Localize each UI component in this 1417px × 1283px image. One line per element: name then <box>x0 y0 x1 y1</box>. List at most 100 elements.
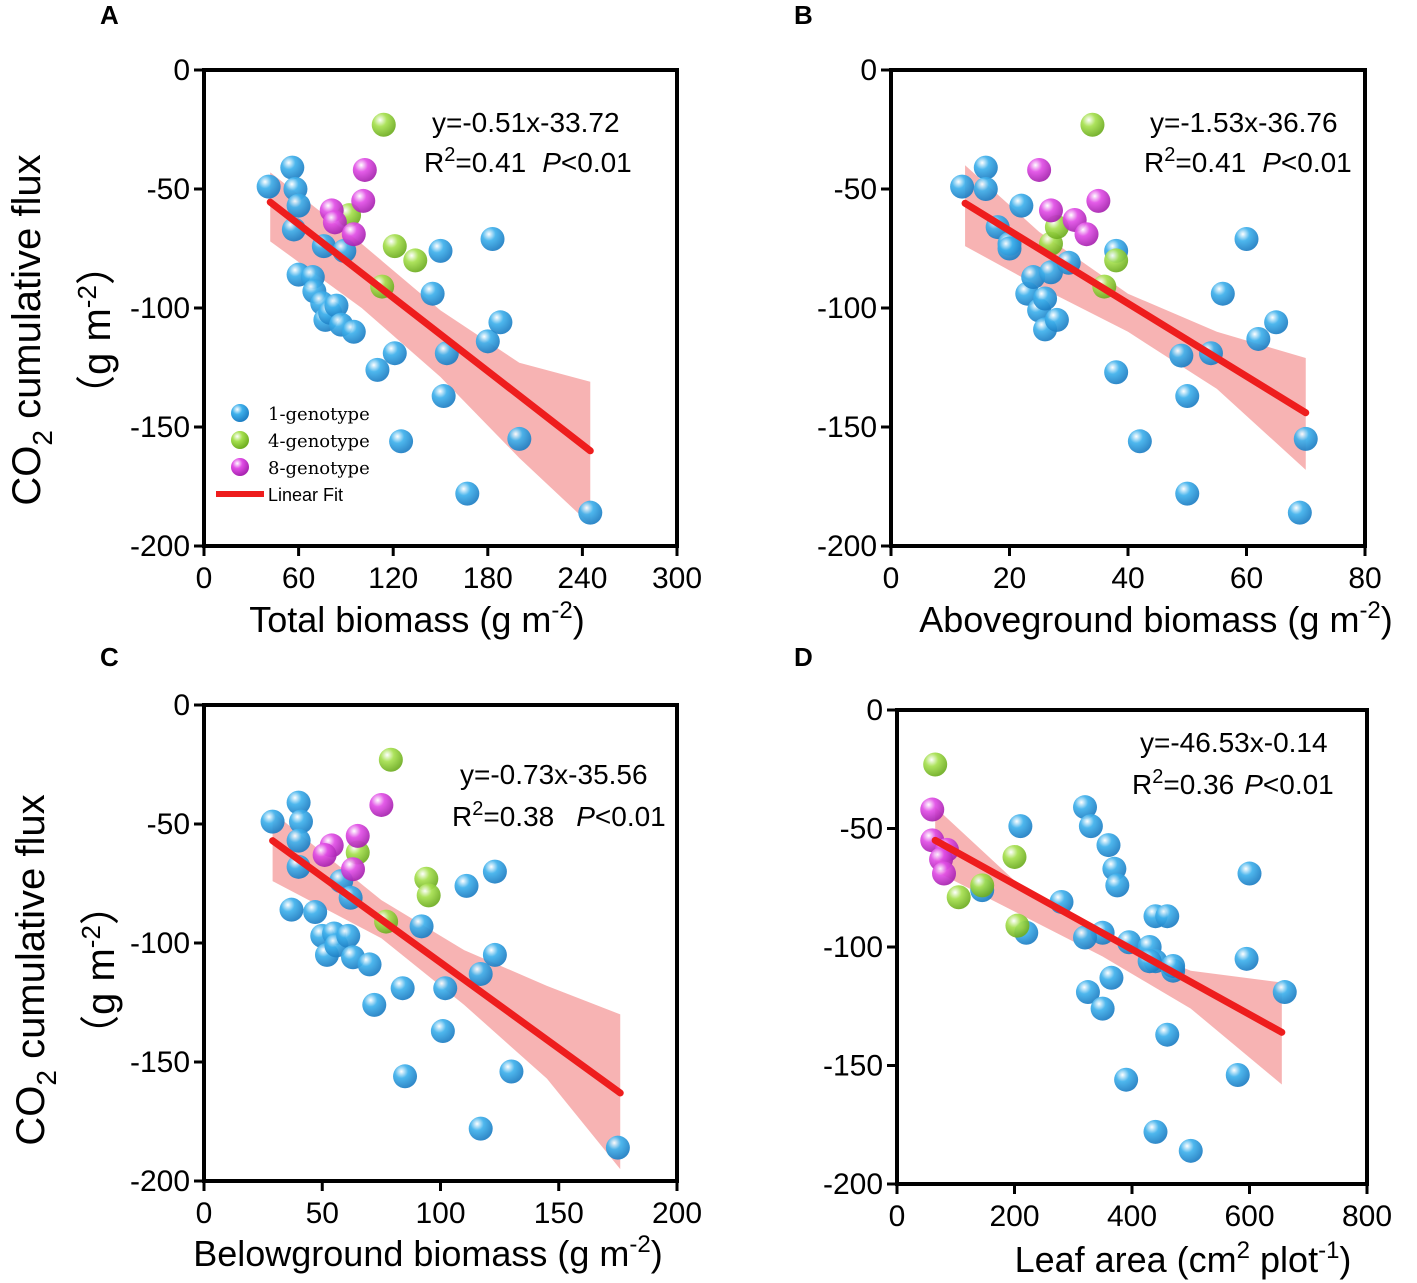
data-point <box>1008 814 1033 839</box>
data-point <box>428 238 453 263</box>
data-point <box>341 319 366 344</box>
data-point <box>454 873 479 898</box>
x-axis-label-end: ) <box>573 599 585 640</box>
axes: 0 50 100 150 200 0 -50 -100 -150 -200 <box>130 689 702 1230</box>
r2-sup: 2 <box>472 798 483 820</box>
series-4-genotype <box>923 752 1030 938</box>
data-point <box>1287 500 1312 525</box>
data-point <box>480 226 505 251</box>
data-point <box>286 193 311 218</box>
data-point <box>324 293 349 318</box>
series-8-genotype <box>312 792 394 882</box>
data-point <box>365 357 390 382</box>
r2-sup: 2 <box>1164 144 1175 166</box>
data-point <box>336 923 361 948</box>
data-point <box>390 976 415 1001</box>
data-point <box>973 155 998 180</box>
data-point <box>1210 281 1235 306</box>
x-axis-label-main: Total biomass (g m <box>249 599 551 640</box>
x-axis-label-main: Leaf area (cm <box>1015 1239 1237 1280</box>
y-tick-label: 0 <box>860 54 877 87</box>
y-axis-label-line2: （g m-2） <box>72 245 119 415</box>
y-tick-label: -150 <box>130 411 190 444</box>
p-italic: P <box>576 801 595 832</box>
data-point <box>1143 1119 1168 1144</box>
data-point <box>970 873 995 898</box>
p-value: <0.01 <box>1263 769 1334 800</box>
data-point <box>468 961 493 986</box>
legend-label-fit: Linear Fit <box>268 485 343 505</box>
x-tick-label: 0 <box>889 1200 906 1233</box>
r2-prefix: R <box>424 147 444 178</box>
y-label-unit-sup: -2 <box>76 925 106 948</box>
equation-label: y=-0.73x-35.56 <box>460 759 648 790</box>
p-italic: P <box>1244 769 1263 800</box>
data-point <box>578 500 603 525</box>
legend-marker-4-genotype <box>231 431 249 449</box>
stats-label: R2=0.41 P<0.01 <box>1144 144 1352 178</box>
data-point <box>1090 996 1115 1021</box>
data-point <box>468 1116 493 1141</box>
data-point <box>382 234 407 259</box>
panel-letter: C <box>100 642 119 672</box>
data-point <box>369 792 394 817</box>
y-tick-label: -100 <box>823 931 883 964</box>
data-point <box>371 112 396 137</box>
data-point <box>431 384 456 409</box>
x-axis-label-sup: 2 <box>1237 1237 1250 1264</box>
panel-b: B 0 20 40 60 80 0 -50 -100 -150 -200 Aboveground … <box>794 0 1393 640</box>
r2-sup: 2 <box>1152 766 1163 788</box>
axes: 0 200 400 600 800 0 -50 -100 -150 -200 <box>823 694 1392 1233</box>
data-point <box>312 842 337 867</box>
data-point <box>1175 384 1200 409</box>
x-tick-label: 800 <box>1342 1200 1392 1233</box>
y-tick-label: -200 <box>130 530 190 563</box>
x-tick-label: 0 <box>196 1197 213 1230</box>
r2-prefix: R <box>452 801 472 832</box>
x-axis-label-sup: -2 <box>551 597 572 624</box>
x-tick-label: 400 <box>1107 1200 1157 1233</box>
x-axis-label-main: Aboveground biomass (g m <box>919 599 1359 640</box>
data-point <box>1074 222 1099 247</box>
data-point <box>341 222 366 247</box>
x-tick-label: 0 <box>883 562 900 595</box>
data-point <box>1272 980 1297 1005</box>
data-point <box>455 481 480 506</box>
data-point <box>1155 904 1180 929</box>
data-point <box>286 790 311 815</box>
data-point <box>1104 248 1129 273</box>
data-point <box>488 310 513 335</box>
axes: 0 60 120 180 240 300 0 -50 -100 -150 -200 <box>130 54 702 595</box>
data-point <box>256 174 281 199</box>
data-point <box>378 747 403 772</box>
data-point <box>1104 360 1129 385</box>
y-tick-label: -150 <box>817 411 877 444</box>
y-axis-label-bottom: CO2 cumulative flux （g m-2） <box>9 794 123 1145</box>
data-point <box>362 992 387 1017</box>
r2-value: =0.41 <box>1175 147 1246 178</box>
data-point <box>997 236 1022 261</box>
legend-label-8-genotype: 8-genotype <box>268 458 370 479</box>
data-point <box>932 861 956 886</box>
data-point <box>403 248 428 273</box>
data-point <box>1237 861 1262 886</box>
data-point <box>946 885 971 910</box>
fit-line <box>961 199 1310 417</box>
data-point <box>1027 157 1052 182</box>
data-point <box>1114 1067 1139 1092</box>
data-point <box>923 752 948 777</box>
y-tick-label: -150 <box>130 1046 190 1079</box>
data-point <box>499 1059 524 1084</box>
data-point <box>1086 188 1111 213</box>
x-axis-label-end: ) <box>1339 1239 1351 1280</box>
legend-label-1-genotype: 1-genotype <box>268 404 370 425</box>
y-axis-label-top: CO2 cumulative flux （g m-2） <box>5 154 119 505</box>
data-point <box>340 857 365 882</box>
x-axis-label: Total biomass (g m-2) <box>249 597 584 640</box>
data-point <box>920 797 945 822</box>
data-point <box>416 883 441 908</box>
x-tick-label: 60 <box>1230 562 1263 595</box>
x-axis-label-sup2: -1 <box>1318 1237 1339 1264</box>
r2-prefix: R <box>1144 147 1164 178</box>
y-label-unit-open: （g m <box>75 308 119 415</box>
